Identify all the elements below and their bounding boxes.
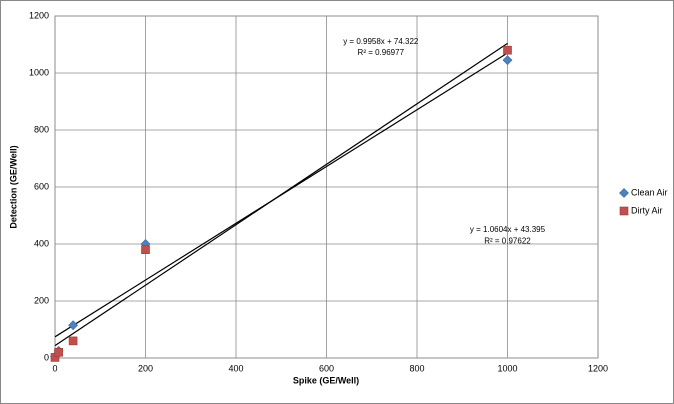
point (502, 55, 513, 66)
y-tick-label: 1200 (29, 10, 49, 20)
point (141, 245, 150, 254)
x-tick-label: 400 (228, 363, 243, 373)
legend-marker (619, 188, 629, 198)
legend-marker (619, 206, 629, 216)
trendline-r2: R² = 0.96977 (358, 48, 405, 57)
trendline (54, 42, 508, 347)
y-tick-label: 400 (34, 238, 49, 248)
trendline-equation: y = 1.0604x + 43.395 (470, 225, 546, 234)
legend-label: Clean Air (631, 187, 668, 197)
y-tick-label: 1000 (29, 67, 49, 77)
y-tick-label: 200 (34, 295, 49, 305)
point (54, 347, 63, 357)
y-tick-label: 800 (34, 124, 49, 134)
trendline-equation: y = 0.9958x + 74.322 (343, 37, 419, 46)
point (68, 336, 78, 346)
point (68, 320, 79, 331)
x-axis-title: Spike (GE/Well) (293, 375, 359, 385)
point (503, 45, 512, 55)
x-tick-label: 1200 (588, 363, 608, 373)
y-axis-title: Detection (GE/Well) (8, 145, 18, 228)
y-tick-label: 600 (34, 181, 49, 191)
y-tick-label: 0 (44, 352, 49, 362)
legend-label: Dirty Air (631, 205, 663, 215)
trendline-r2: R² = 0.97622 (484, 236, 531, 245)
x-tick-label: 600 (319, 363, 334, 373)
x-tick-label: 800 (409, 363, 424, 373)
x-tick-label: 1000 (497, 363, 517, 373)
x-tick-label: 0 (52, 363, 57, 373)
x-tick-label: 200 (138, 363, 153, 373)
